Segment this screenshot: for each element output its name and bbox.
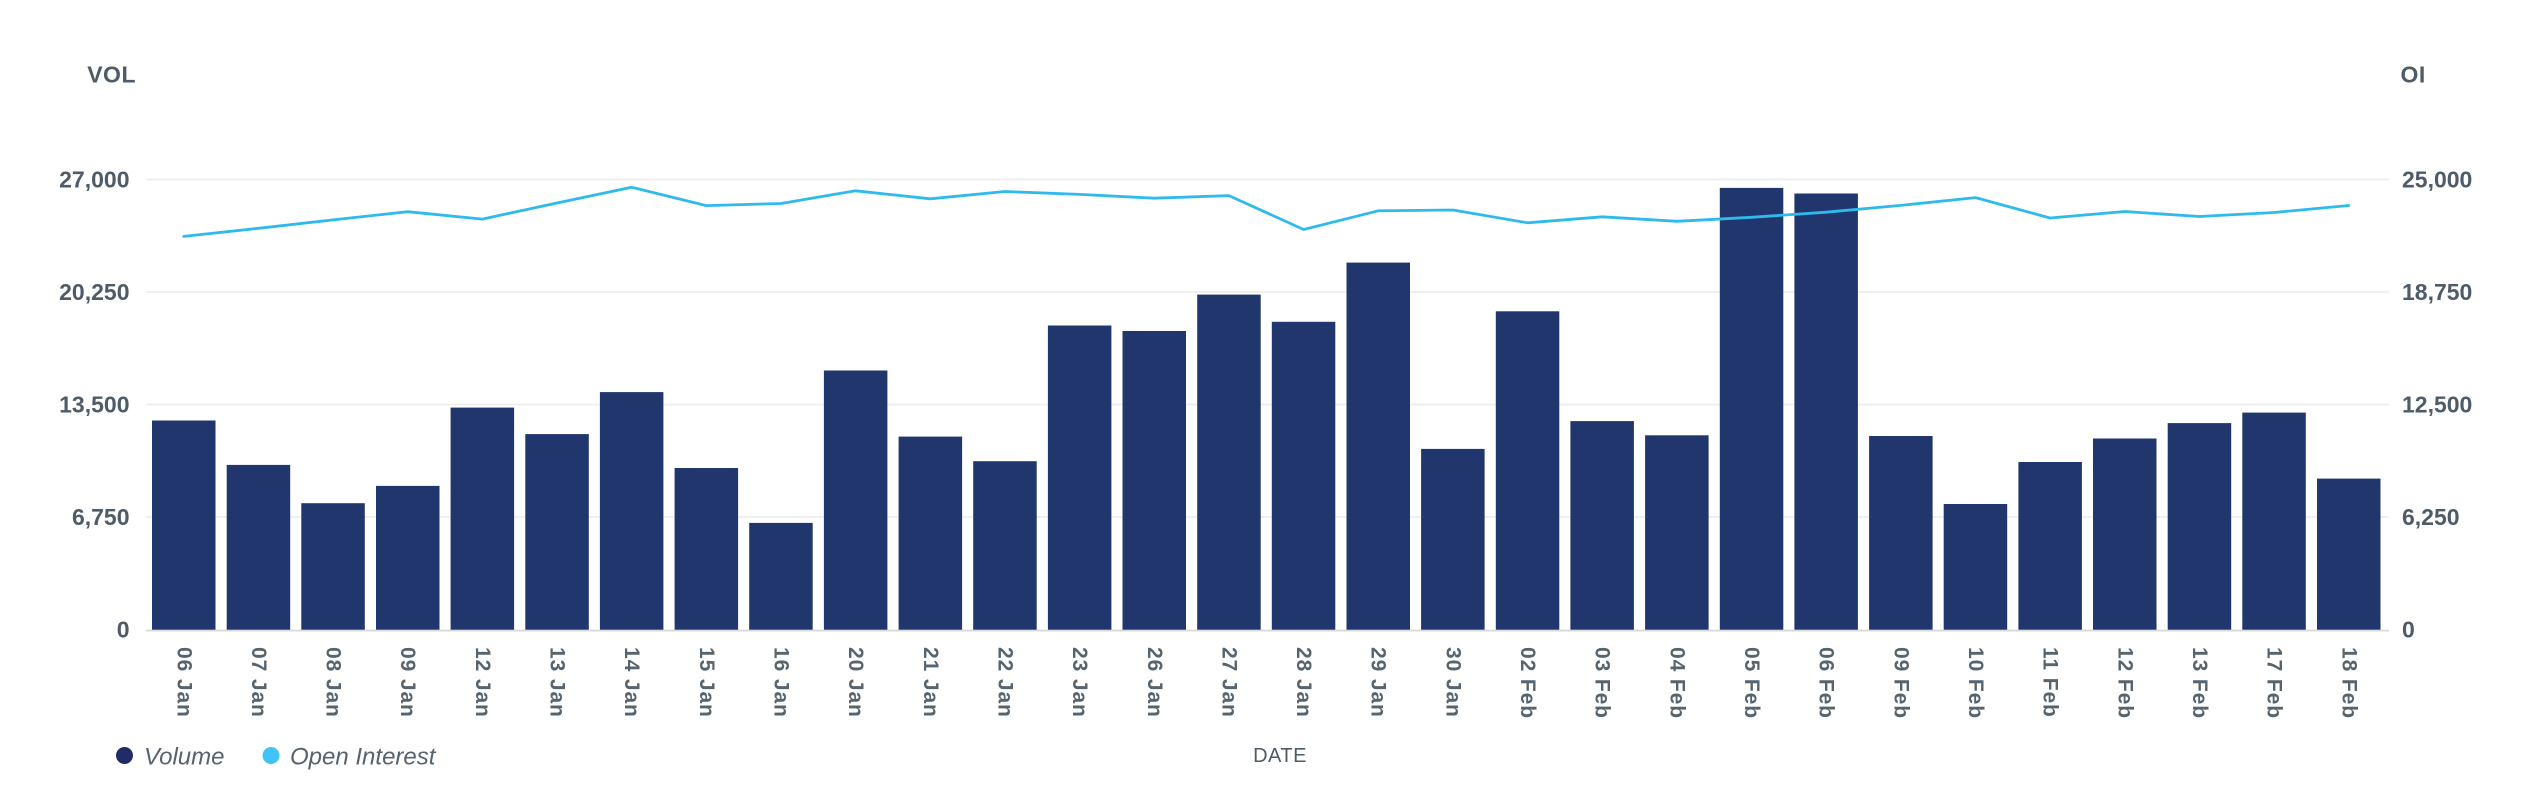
svg-text:18,750: 18,750	[2402, 279, 2472, 305]
svg-text:0: 0	[117, 617, 130, 643]
svg-text:07 Jan: 07 Jan	[247, 647, 270, 718]
svg-text:30 Jan: 30 Jan	[1441, 647, 1464, 718]
svg-text:26 Jan: 26 Jan	[1143, 647, 1166, 718]
svg-text:06 Feb: 06 Feb	[1815, 647, 1838, 719]
svg-text:6,250: 6,250	[2402, 504, 2460, 530]
svg-text:0: 0	[2402, 617, 2415, 643]
svg-text:05 Feb: 05 Feb	[1740, 647, 1763, 719]
svg-text:27 Jan: 27 Jan	[1217, 647, 1240, 718]
svg-text:16 Jan: 16 Jan	[770, 647, 793, 718]
svg-text:18 Feb: 18 Feb	[2337, 647, 2360, 719]
svg-text:25,000: 25,000	[2402, 167, 2472, 193]
svg-text:22 Jan: 22 Jan	[994, 647, 1017, 718]
svg-text:02 Feb: 02 Feb	[1516, 647, 1539, 719]
svg-text:14 Jan: 14 Jan	[620, 647, 643, 718]
svg-text:12,500: 12,500	[2402, 392, 2472, 418]
svg-text:04 Feb: 04 Feb	[1665, 647, 1688, 719]
svg-text:13 Jan: 13 Jan	[546, 647, 569, 718]
svg-text:09 Feb: 09 Feb	[1889, 647, 1912, 719]
svg-text:28 Jan: 28 Jan	[1292, 647, 1315, 718]
svg-text:09 Jan: 09 Jan	[396, 647, 419, 718]
svg-text:17 Feb: 17 Feb	[2263, 647, 2286, 719]
svg-text:12 Jan: 12 Jan	[471, 647, 494, 718]
svg-text:15 Jan: 15 Jan	[695, 647, 718, 718]
svg-text:03 Feb: 03 Feb	[1591, 647, 1614, 719]
svg-text:Volume: Volume	[144, 744, 224, 771]
svg-text:08 Jan: 08 Jan	[322, 647, 345, 718]
svg-text:OI: OI	[2401, 62, 2426, 88]
svg-text:20,250: 20,250	[59, 279, 129, 305]
svg-text:20 Jan: 20 Jan	[844, 647, 867, 718]
svg-text:06 Jan: 06 Jan	[172, 647, 195, 718]
svg-text:21 Jan: 21 Jan	[919, 647, 942, 718]
svg-text:11 Feb: 11 Feb	[2039, 647, 2062, 718]
svg-text:12 Feb: 12 Feb	[2113, 647, 2136, 719]
svg-text:VOL: VOL	[87, 62, 136, 88]
svg-text:27,000: 27,000	[59, 167, 129, 193]
svg-text:13 Feb: 13 Feb	[2188, 647, 2211, 719]
svg-text:DATE: DATE	[1253, 745, 1307, 767]
svg-text:6,750: 6,750	[72, 504, 130, 530]
svg-text:Open Interest: Open Interest	[290, 744, 437, 771]
svg-text:10 Feb: 10 Feb	[1964, 647, 1987, 719]
svg-text:23 Jan: 23 Jan	[1068, 647, 1091, 718]
svg-text:29 Jan: 29 Jan	[1367, 647, 1390, 718]
svg-text:13,500: 13,500	[59, 392, 129, 418]
